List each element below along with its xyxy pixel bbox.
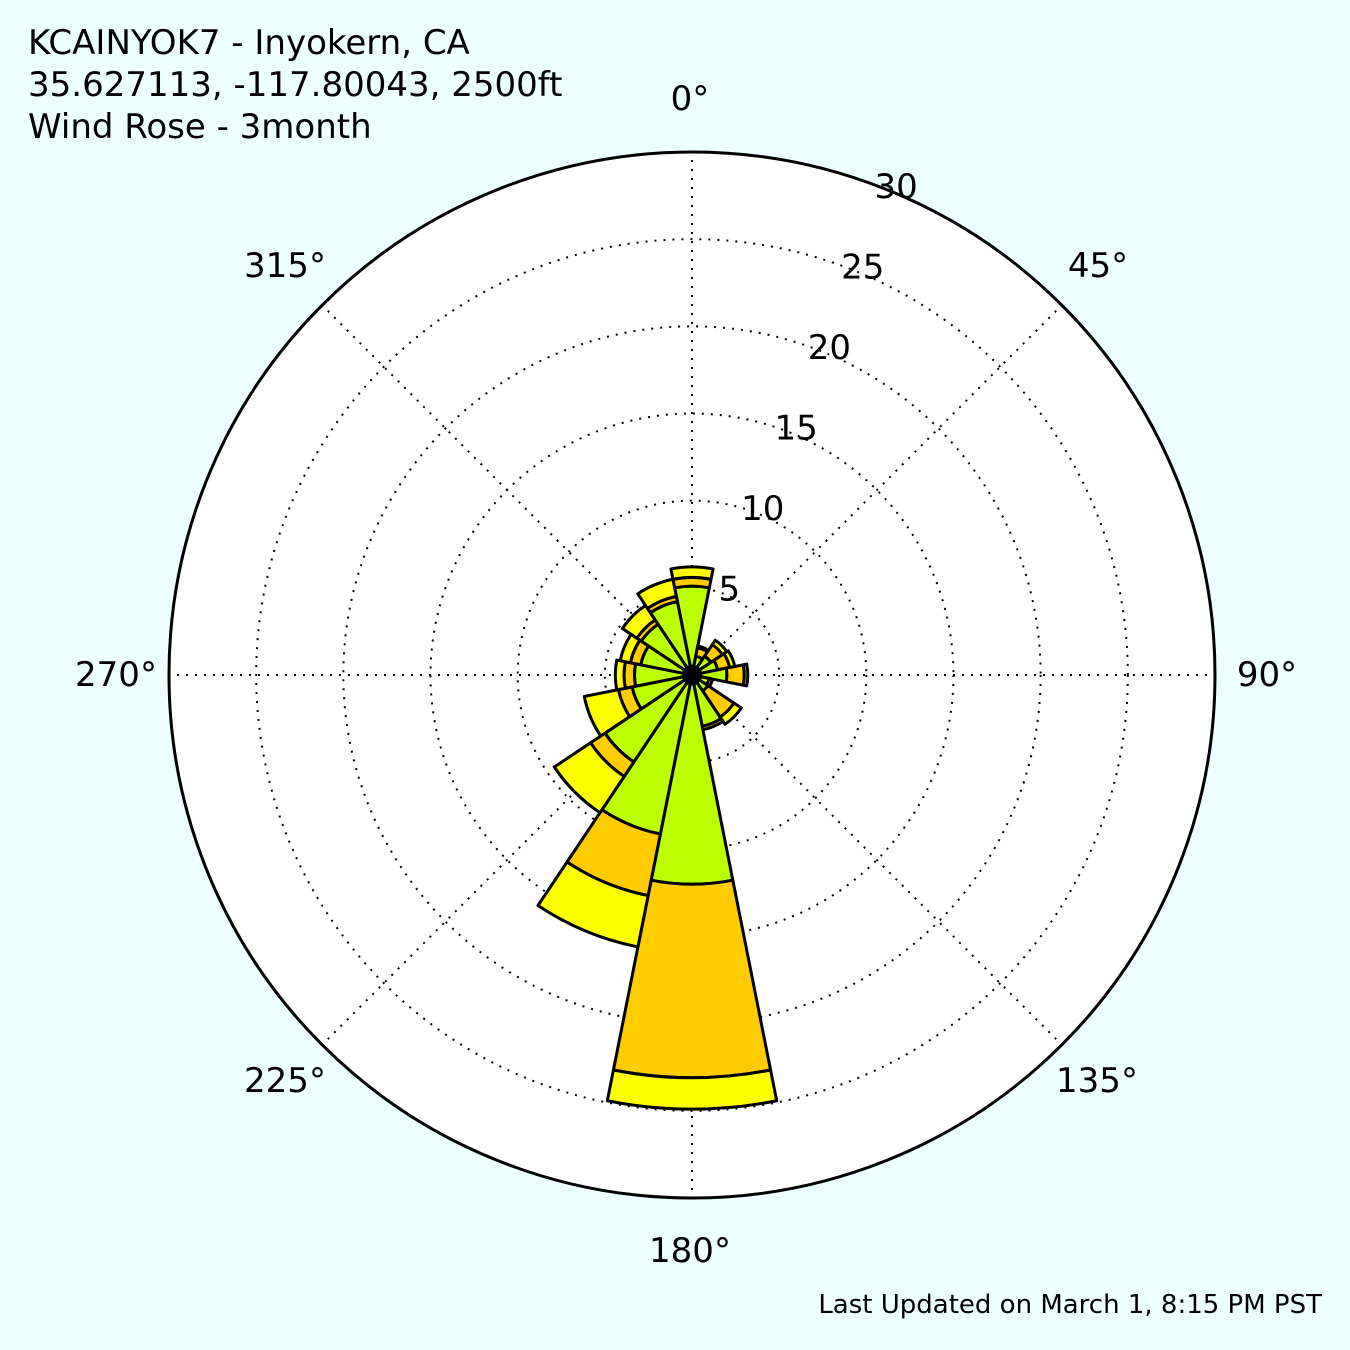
angle-label-315: 315° [244,246,326,286]
wedge-247.5-band-3 [582,688,632,738]
radial-label-10: 10 [741,489,784,529]
wedge-0-band-3 [669,565,715,581]
angle-label-225: 225° [244,1061,326,1101]
wind-bars [536,565,779,1111]
grid-spoke-315 [321,304,693,676]
wedge-90-band-2 [724,663,746,687]
grid-spoke-135 [691,674,1063,1046]
angle-label-90: 90° [1237,655,1297,695]
radial-label-30: 30 [875,167,918,207]
grid-spoke-45 [691,304,1063,676]
angle-label-180: 180° [649,1231,731,1271]
grid-ring-10 [516,499,868,851]
angle-label-135: 135° [1056,1061,1138,1101]
radial-label-15: 15 [774,408,817,448]
chart-title-block: KCAINYOK7 - Inyokern, CA 35.627113, -117… [28,22,562,148]
wedge-202.5-band-3 [536,860,650,949]
angle-label-0: 0° [671,79,710,119]
wedge-270-band-3 [613,658,627,692]
grid-ring-25 [255,238,1129,1112]
wedge-337.5-band-3 [636,577,678,610]
radial-label-25: 25 [841,247,884,287]
wedge-225-band-3 [552,741,626,815]
wedge-180-band-3 [605,1068,779,1111]
grid-spoke-225 [321,674,693,1046]
last-updated: Last Updated on March 1, 8:15 PM PST [818,1290,1322,1320]
wedge-135-band-3 [718,701,743,726]
wedge-90-band-3 [741,662,750,688]
radial-label-5: 5 [719,569,741,609]
chart-subtitle: Wind Rose - 3month [28,107,372,147]
angle-label-270: 270° [75,655,157,695]
plot-outline [167,150,1217,1200]
station-coordinates: 35.627113, -117.80043, 2500ft [28,65,563,105]
station-name: KCAINYOK7 - Inyokern, CA [28,23,470,63]
axis-labels: 0° 45° 90° 135° 180° 225° 270° 315° 510 15 20 25 30 [75,79,1297,1271]
angle-label-45: 45° [1068,246,1128,286]
radial-label-20: 20 [808,328,851,368]
grid-ring-20 [342,325,1042,1025]
